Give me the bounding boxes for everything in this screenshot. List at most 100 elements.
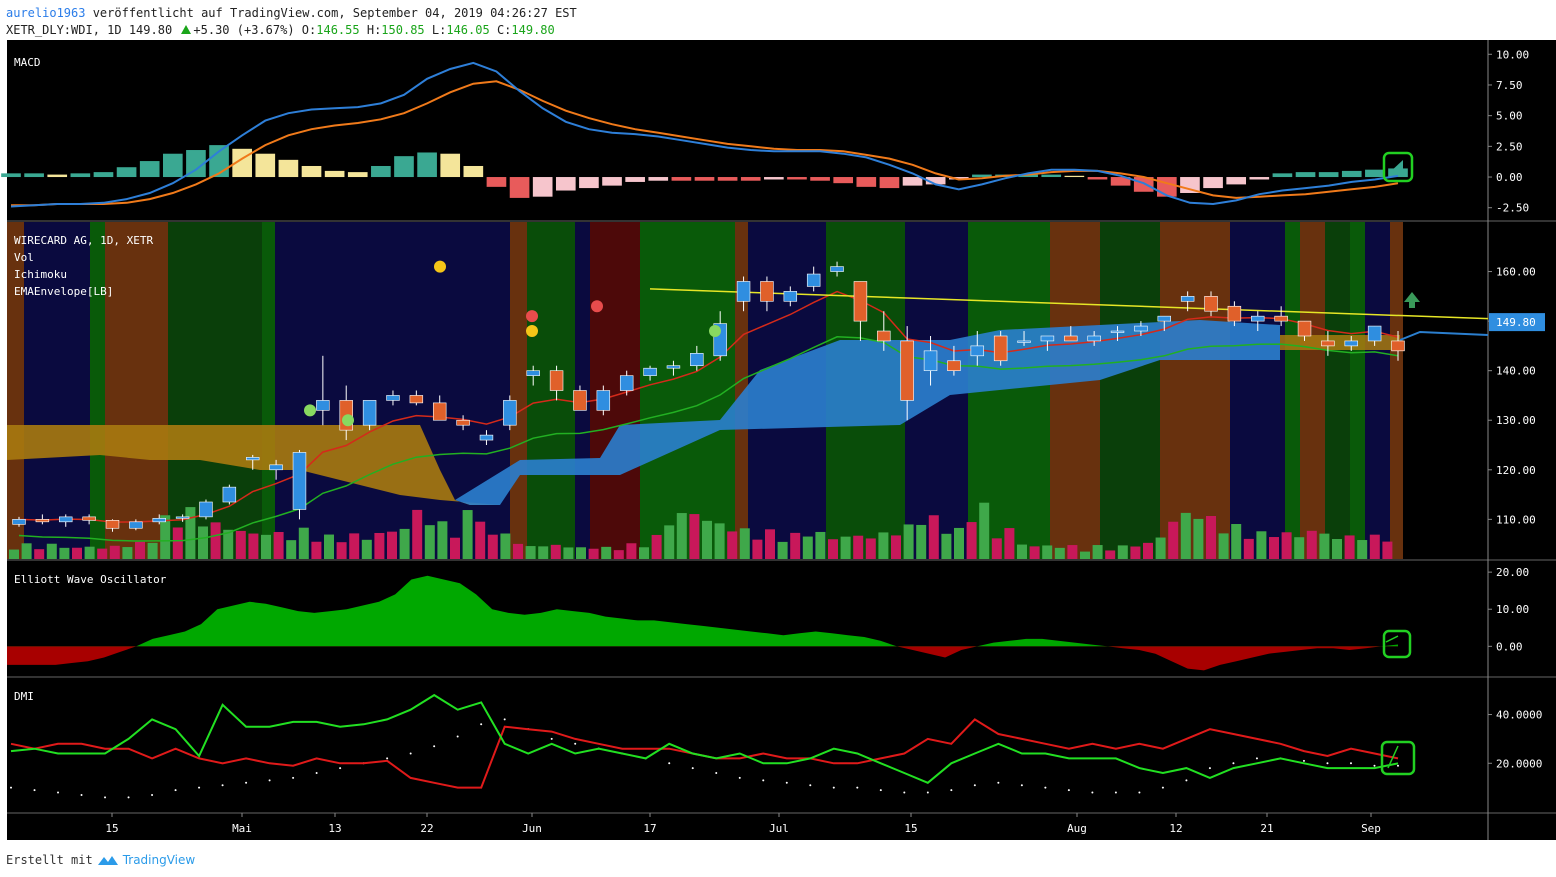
macd-histogram-bar — [371, 165, 391, 178]
volume-bar — [172, 527, 183, 559]
regime-stripe — [262, 222, 275, 559]
candle-body — [830, 266, 844, 272]
volume-bar — [261, 534, 271, 559]
x-tick-label: 13 — [328, 822, 341, 835]
macd-histogram-bar — [764, 177, 784, 180]
y-tick-label: 7.50 — [1496, 79, 1523, 92]
volume-bar — [374, 532, 385, 559]
adx-dot — [104, 796, 107, 799]
macd-histogram-bar — [833, 177, 854, 184]
adx-dot — [80, 793, 83, 796]
adx-dot — [1208, 767, 1211, 770]
ewo-highlight-mark — [1385, 635, 1399, 643]
candle-body — [643, 367, 657, 376]
volume-bar — [147, 542, 158, 559]
publish-text: veröffentlicht auf TradingView.com, Sept… — [85, 6, 577, 20]
adx-dot — [950, 789, 953, 792]
adx-dot — [57, 791, 60, 794]
macd-histogram-bar — [1226, 177, 1247, 185]
volume-bar — [891, 535, 901, 559]
adx-dot — [480, 723, 483, 726]
volume-bar — [1306, 530, 1317, 559]
open-value: 146.55 — [316, 23, 360, 37]
change-value: +5.30 (+3.67%) — [193, 23, 295, 37]
candle-body — [152, 518, 166, 523]
y-tick-label: 120.00 — [1496, 464, 1536, 477]
candle-body — [479, 434, 494, 441]
volume-bar — [450, 537, 460, 559]
candle-body — [432, 402, 447, 421]
candle-body — [1040, 335, 1055, 342]
macd-histogram-bar — [1, 173, 21, 178]
macd-histogram-bar — [694, 177, 715, 181]
volume-bar — [790, 532, 801, 559]
volume-bar — [324, 534, 334, 559]
adx-dot — [1044, 786, 1047, 789]
adx-dot — [691, 767, 694, 770]
y-tick-label: 2.50 — [1496, 140, 1523, 153]
candle-body — [736, 281, 751, 302]
author-link[interactable]: aurelio1963 — [6, 6, 86, 20]
ichimoku-lead-line — [1399, 330, 1489, 341]
high-value: 150.85 — [381, 23, 425, 37]
signal-dot — [709, 325, 721, 338]
volume-bar — [185, 507, 196, 559]
candle-body — [573, 390, 587, 411]
candle-body — [222, 486, 237, 503]
volume-bar — [1269, 537, 1279, 559]
regime-stripe — [1285, 222, 1300, 559]
volume-bar — [387, 531, 397, 559]
macd-histogram-bar — [787, 177, 807, 180]
footer: Erstellt mit TradingView — [6, 853, 195, 867]
volume-bar — [1382, 541, 1393, 559]
dmi-plus-line — [10, 693, 1399, 784]
macd-histogram-bar — [1365, 169, 1385, 178]
candle-body — [316, 400, 330, 411]
volume-bar — [34, 549, 45, 559]
candle-body — [1227, 305, 1242, 322]
x-tick-label: Jul — [769, 822, 789, 835]
signal-dot — [591, 300, 603, 313]
volume-bar — [97, 548, 108, 559]
macd-histogram-bar — [972, 174, 992, 178]
macd-histogram-bar — [1295, 172, 1316, 178]
macd-histogram-bar — [1018, 174, 1038, 178]
y-tick-label: -2.50 — [1496, 202, 1529, 215]
dmi-title: DMI — [14, 690, 34, 703]
candle-body — [1180, 296, 1195, 302]
macd-histogram-bar — [625, 177, 645, 182]
volume-bar — [588, 548, 599, 559]
macd-histogram-bar — [1318, 172, 1339, 178]
regime-stripe — [1160, 222, 1230, 559]
volume-bar — [714, 523, 725, 559]
main-title: WIRECARD AG, 1D, XETR — [14, 234, 153, 247]
tradingview-logo-icon — [97, 854, 119, 866]
volume-bar — [336, 542, 347, 559]
volume-bar — [538, 546, 549, 559]
volume-bar — [9, 549, 19, 559]
volume-bar — [903, 524, 914, 559]
ema-upper-line — [18, 290, 1399, 523]
candle-body — [596, 390, 611, 411]
volume-bar — [928, 515, 939, 559]
volume-bar — [815, 531, 826, 559]
volume-bar — [664, 525, 675, 559]
candle-body — [1391, 340, 1405, 352]
volume-bar — [160, 515, 171, 559]
volume-bar — [689, 514, 700, 559]
candle-body — [362, 400, 377, 426]
macd-histogram-bar — [1203, 177, 1223, 189]
adx-dot — [1185, 779, 1188, 782]
x-tick-label: Aug — [1067, 822, 1087, 835]
adx-dot — [856, 786, 859, 789]
candle-body — [1204, 296, 1218, 312]
candle-body — [619, 375, 634, 391]
regime-stripe — [1100, 222, 1160, 559]
adx-dot — [668, 762, 671, 765]
chart-canvas[interactable]: MACD 10.00 7.50 5.00 2.50 0.00 -2.50 WIRECARD A… — [0, 40, 1556, 845]
volume-bar — [198, 526, 208, 559]
tradingview-link[interactable]: TradingView — [122, 853, 196, 867]
volume-bar — [223, 529, 234, 559]
adx-dot — [1232, 762, 1235, 765]
macd-histogram-bar — [440, 153, 461, 178]
